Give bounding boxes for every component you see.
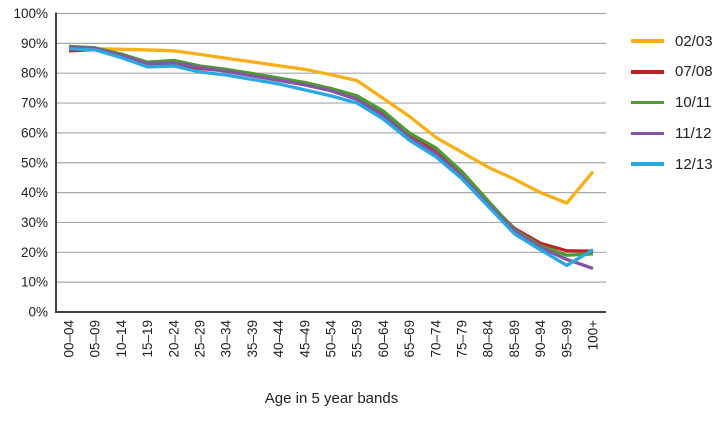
x-tick-label: 00–04 bbox=[62, 320, 77, 358]
x-tick-label: 75–79 bbox=[455, 320, 470, 358]
legend-label: 10/11 bbox=[675, 94, 712, 112]
x-tick-label: 80–84 bbox=[481, 320, 496, 358]
y-tick-label: 100% bbox=[13, 6, 48, 21]
legend-item-12-13: 12/13 bbox=[631, 155, 713, 173]
x-tick-label: 90–94 bbox=[533, 320, 548, 358]
x-tick-label: 15–19 bbox=[140, 320, 155, 358]
x-tick-label: 55–59 bbox=[350, 320, 365, 358]
x-tick-label: 65–69 bbox=[402, 320, 417, 358]
legend-swatch-icon bbox=[631, 131, 664, 136]
series-line-07-08 bbox=[68, 47, 594, 253]
legend-label: 02/03 bbox=[675, 32, 713, 50]
x-tick-label: 10–14 bbox=[114, 320, 129, 358]
x-tick-label: 20–24 bbox=[166, 320, 181, 358]
x-axis-title: Age in 5 year bands bbox=[264, 390, 399, 407]
x-tick-label: 70–74 bbox=[428, 320, 443, 358]
legend-item-11-12: 11/12 bbox=[631, 124, 712, 142]
x-tick-label: 95–99 bbox=[559, 320, 574, 358]
y-tick-label: 80% bbox=[21, 66, 48, 81]
x-tick-label: 40–44 bbox=[271, 320, 286, 358]
series-line-02-03 bbox=[68, 46, 595, 205]
y-tick-label: 50% bbox=[21, 155, 48, 170]
series-line-10-11 bbox=[68, 44, 594, 257]
legend-swatch-icon bbox=[631, 100, 664, 105]
x-tick-label: 45–49 bbox=[297, 320, 312, 358]
x-tick-label: 25–29 bbox=[193, 320, 208, 358]
y-tick-label: 90% bbox=[21, 36, 48, 51]
legend-item-07-08: 07/08 bbox=[631, 63, 713, 81]
x-tick-label: 50–54 bbox=[324, 320, 339, 358]
y-tick-label: 40% bbox=[21, 185, 48, 200]
y-tick-label: 30% bbox=[21, 215, 48, 230]
legend-label: 11/12 bbox=[675, 124, 712, 142]
legend-item-10-11: 10/11 bbox=[631, 94, 712, 112]
x-tick-label: 05–09 bbox=[88, 320, 103, 358]
legend-swatch-icon bbox=[631, 162, 664, 166]
x-tick-label: 60–64 bbox=[376, 320, 391, 358]
legend-swatch-icon bbox=[631, 70, 664, 74]
y-tick-label: 70% bbox=[21, 96, 48, 111]
legend-swatch-icon bbox=[631, 39, 664, 43]
legend-item-02-03: 02/03 bbox=[631, 32, 713, 50]
x-tick-label: 35–39 bbox=[245, 320, 260, 358]
x-tick-label: 100+ bbox=[586, 320, 601, 351]
y-tick-label: 10% bbox=[21, 275, 48, 290]
series-line-11-12 bbox=[68, 45, 594, 270]
legend-label: 07/08 bbox=[675, 63, 713, 81]
legend-label: 12/13 bbox=[675, 155, 713, 173]
x-tick-label: 85–89 bbox=[507, 320, 522, 358]
y-tick-label: 0% bbox=[28, 305, 48, 320]
x-tick-label: 30–34 bbox=[219, 320, 234, 358]
y-tick-label: 60% bbox=[21, 125, 48, 140]
y-tick-label: 20% bbox=[21, 245, 48, 260]
series-line-12-13 bbox=[68, 47, 594, 268]
